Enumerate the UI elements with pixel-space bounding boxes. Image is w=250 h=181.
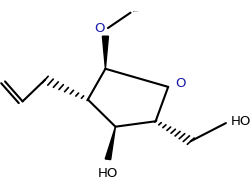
Text: HO: HO — [98, 167, 118, 180]
Text: O: O — [175, 77, 186, 90]
Polygon shape — [102, 36, 108, 69]
Text: methoxy: methoxy — [132, 11, 139, 12]
Text: HO: HO — [230, 115, 250, 128]
Polygon shape — [105, 127, 115, 160]
Text: O: O — [94, 22, 105, 35]
